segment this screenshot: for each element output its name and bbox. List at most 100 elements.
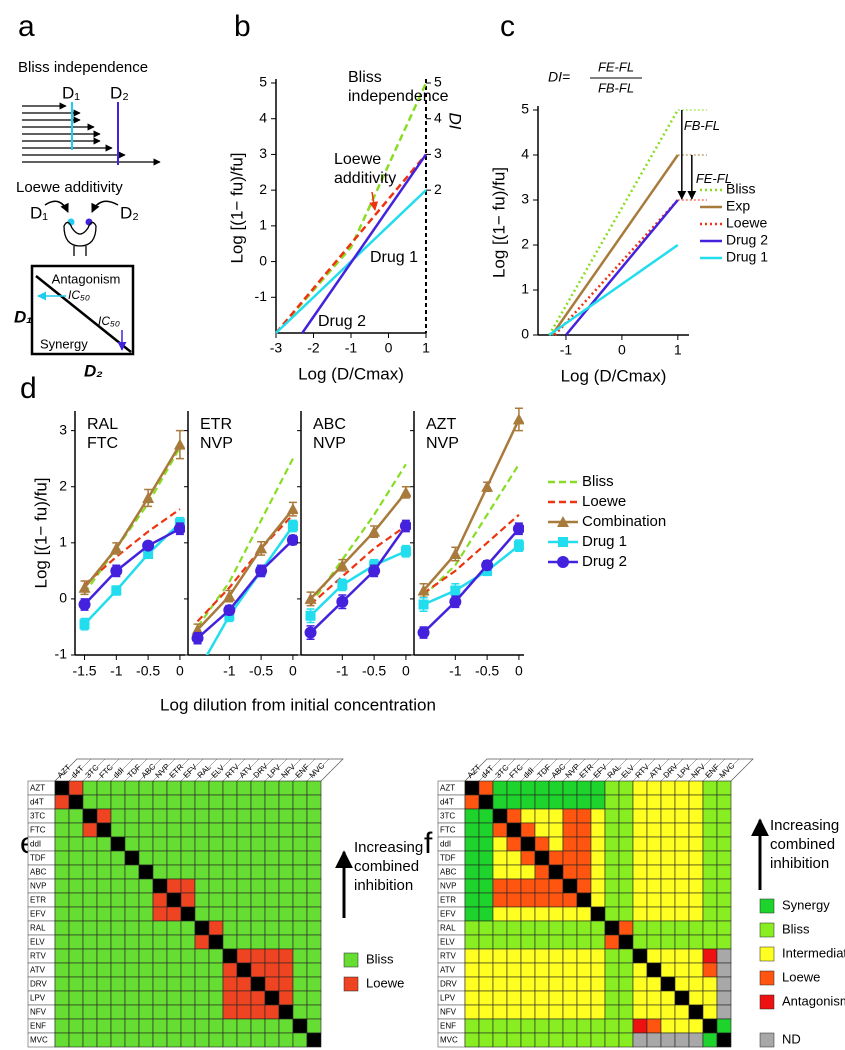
cell [604,780,620,796]
cell [478,990,494,1006]
cell [166,892,182,908]
cell [646,990,662,1006]
marker [79,619,90,630]
cell [96,878,112,894]
cell [562,962,578,978]
header-divider [562,758,586,782]
column-label: AZT [56,763,73,780]
cell [520,948,536,964]
row-label: FTC [440,826,456,835]
cell [124,850,140,866]
cell [464,948,480,964]
cell [166,976,182,992]
cell [54,962,70,978]
cell [660,878,676,894]
cell [492,822,508,838]
header-divider [520,758,544,782]
cell [250,836,266,852]
cell [548,780,564,796]
cell [110,990,126,1006]
cell [292,850,308,866]
series-line [275,82,428,334]
cell [702,1018,718,1034]
cell [716,1004,732,1020]
drug-label: D₁ [62,83,80,102]
cell [492,1018,508,1034]
cell [660,794,676,810]
axis-drug: D₂ [84,361,103,380]
cell [618,934,634,950]
cell [138,822,154,838]
cell [464,794,480,810]
cell [292,990,308,1006]
cell [222,1032,238,1048]
cell [278,878,294,894]
cell [688,850,704,866]
plot-area [78,429,185,631]
cell [660,934,676,950]
cell [194,808,210,824]
cell [208,1004,224,1020]
y2-axis-label: DI [446,113,465,130]
marker [449,595,462,608]
cell [96,920,112,936]
cell [124,934,140,950]
cell [54,1004,70,1020]
legend-label: Bliss [366,951,394,966]
row-label: ddI [30,840,41,849]
cell [506,990,522,1006]
cell [604,850,620,866]
plot-area [191,458,298,655]
cell [632,878,648,894]
cell [124,976,140,992]
cell [716,794,732,810]
cell [292,962,308,978]
header-divider [478,758,502,782]
x-tick-label: -1 [345,340,358,356]
cell [306,850,322,866]
cell [82,920,98,936]
cell [82,948,98,964]
cell [82,822,98,838]
drug-label: D₁ [30,203,48,222]
cell [194,836,210,852]
cell [68,822,84,838]
legend-label: ND [782,1031,801,1046]
marker [399,486,411,498]
cell [96,850,112,866]
cell [278,920,294,936]
cell [68,836,84,852]
cell [464,892,480,908]
column-label: ATV [238,762,255,779]
legend-marker [557,516,569,527]
cell [520,1018,536,1034]
panel-label: b [234,10,251,43]
cell [478,1032,494,1048]
cell [54,892,70,908]
cell [646,976,662,992]
cell [180,920,196,936]
marker [400,546,411,557]
cell [632,864,648,880]
cell [646,808,662,824]
cell [590,864,606,880]
x-tick-label: -0.5 [362,663,386,679]
row-label: RTV [440,952,457,961]
cell [576,850,592,866]
cell [110,976,126,992]
column-label: d4T [480,764,496,780]
cell [520,794,536,810]
cell [520,962,536,978]
row-label: d4T [440,798,454,807]
cell [660,920,676,936]
panel-a: a Bliss independence D₁ D₂ Loewe additivity D… [14,10,161,380]
cell [506,850,522,866]
legend-swatch [759,946,775,962]
row-label: ddI [440,840,451,849]
header-divider [208,758,232,782]
cell [292,934,308,950]
cell [194,1004,210,1020]
header-divider [222,758,246,782]
cell [180,878,196,894]
